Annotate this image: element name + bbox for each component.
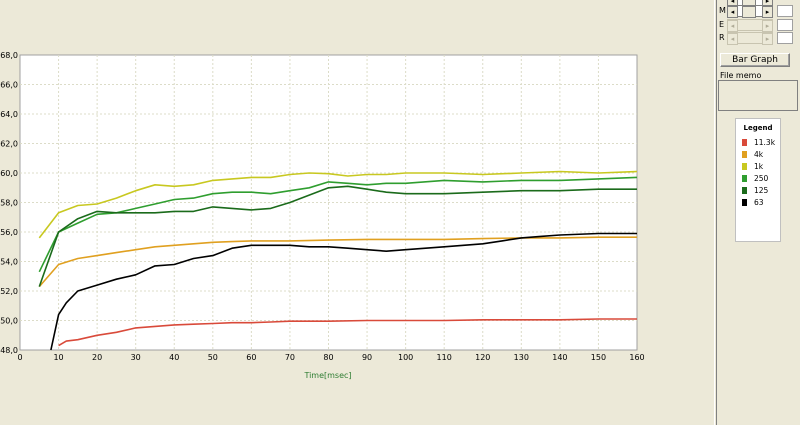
legend-label: 11.3k — [754, 138, 776, 147]
x-tick-label: 10 — [53, 353, 63, 362]
x-tick-label: 150 — [591, 353, 606, 362]
right-arrow-icon: ▸ — [762, 33, 773, 45]
legend-label: 4k — [754, 150, 764, 159]
bar-graph-button[interactable]: Bar Graph — [720, 53, 790, 67]
legend-swatch — [742, 175, 747, 182]
line-chart: 48,0 50,0 52,0 54,0 56,0 58,0 60,0 62,0 64,0 66,0… — [0, 51, 644, 380]
slider-row: R ◂ ▸ — [719, 32, 797, 46]
slider-track: ◂ ▸ — [727, 32, 773, 45]
slider-value-box[interactable] — [777, 32, 793, 44]
left-arrow-icon[interactable]: ◂ — [727, 6, 738, 18]
slider-row: E ◂ ▸ — [719, 19, 797, 33]
legend-item: 125 — [742, 185, 782, 196]
slider-value-box[interactable] — [777, 19, 793, 31]
legend-swatch — [742, 163, 747, 170]
left-arrow-icon: ◂ — [727, 33, 738, 45]
file-memo-label: File memo — [720, 71, 762, 80]
legend-item: 1k — [742, 161, 782, 172]
file-memo-field[interactable] — [718, 80, 798, 111]
y-tick-labels: 48,0 50,0 52,0 54,0 56,0 58,0 60,0 62,0 64,0 66,0… — [0, 51, 18, 355]
x-tick-label: 60 — [246, 353, 256, 362]
y-tick-label: 64,0 — [0, 110, 18, 119]
legend-label: 1k — [754, 162, 764, 171]
x-tick-label: 40 — [169, 353, 179, 362]
chart-area: 48,0 50,0 52,0 54,0 56,0 58,0 60,0 62,0 64,0 66,0… — [0, 51, 645, 380]
x-tick-label: 130 — [514, 353, 529, 362]
series-line-11.3k — [58, 318, 637, 347]
slider-track: ◂ ▸ — [727, 19, 773, 32]
y-tick-label: 62,0 — [0, 140, 18, 149]
legend-swatch — [742, 139, 747, 146]
legend: Legend 11.3k 4k 1k 250 125 63 — [735, 118, 781, 242]
legend-swatch — [742, 151, 747, 158]
legend-item: 63 — [742, 197, 782, 208]
legend-label: 250 — [754, 174, 769, 183]
panel-splitter[interactable] — [714, 0, 717, 425]
y-tick-label: 56,0 — [0, 228, 18, 237]
series-line-125 — [38, 185, 637, 287]
legend-swatch — [742, 187, 747, 194]
x-tick-label: 100 — [398, 353, 413, 362]
series-line-4k — [38, 236, 637, 288]
slider-letter: M — [719, 6, 726, 15]
legend-item: 11.3k — [742, 137, 782, 148]
y-tick-label: 68,0 — [0, 51, 18, 60]
side-panel: ◂ ▸ M ◂ ▸ E ◂ ▸ R ◂ ▸ Bar Graph File memo Legend 1… — [717, 0, 800, 425]
legend-label: 63 — [754, 198, 764, 207]
series-lines — [38, 170, 638, 351]
right-arrow-icon: ▸ — [762, 20, 773, 32]
x-tick-label: 20 — [92, 353, 102, 362]
slider-thumb[interactable] — [742, 6, 756, 18]
slider-value-box[interactable] — [777, 5, 793, 17]
x-tick-label: 110 — [437, 353, 452, 362]
legend-item: 250 — [742, 173, 782, 184]
x-tick-label: 50 — [208, 353, 218, 362]
left-arrow-icon: ◂ — [727, 20, 738, 32]
x-tick-labels: 0 10 20 30 40 50 60 70 80 90 100 110 120 130 140 150 160 — [17, 353, 644, 362]
y-tick-label: 50,0 — [0, 317, 18, 326]
legend-item: 4k — [742, 149, 782, 160]
slider-letter: E — [719, 20, 725, 29]
x-tick-label: 160 — [629, 353, 644, 362]
y-tick-label: 60,0 — [0, 169, 18, 178]
x-tick-label: 70 — [285, 353, 295, 362]
x-tick-label: 90 — [362, 353, 372, 362]
x-tick-label: 80 — [323, 353, 333, 362]
y-tick-label: 58,0 — [0, 199, 18, 208]
y-tick-label: 48,0 — [0, 346, 18, 355]
slider-letter: R — [719, 33, 725, 42]
slider-track[interactable]: ◂ ▸ — [727, 5, 773, 18]
y-tick-label: 52,0 — [0, 287, 18, 296]
series-line-1k — [38, 170, 638, 239]
slider-row: M ◂ ▸ — [719, 5, 797, 19]
x-axis-title: Time[msec] — [303, 371, 351, 380]
legend-swatch — [742, 199, 747, 206]
legend-title: Legend — [743, 124, 773, 132]
x-tick-label: 140 — [552, 353, 567, 362]
y-tick-label: 66,0 — [0, 81, 18, 90]
x-tick-label: 120 — [475, 353, 490, 362]
x-tick-label: 30 — [131, 353, 141, 362]
y-tick-label: 54,0 — [0, 258, 18, 267]
series-line-63 — [50, 232, 637, 351]
legend-label: 125 — [754, 186, 769, 195]
x-tick-label: 0 — [17, 353, 22, 362]
right-arrow-icon[interactable]: ▸ — [762, 6, 773, 18]
